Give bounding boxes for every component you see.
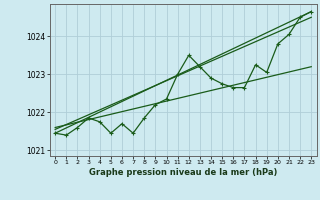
X-axis label: Graphe pression niveau de la mer (hPa): Graphe pression niveau de la mer (hPa) [89,168,277,177]
